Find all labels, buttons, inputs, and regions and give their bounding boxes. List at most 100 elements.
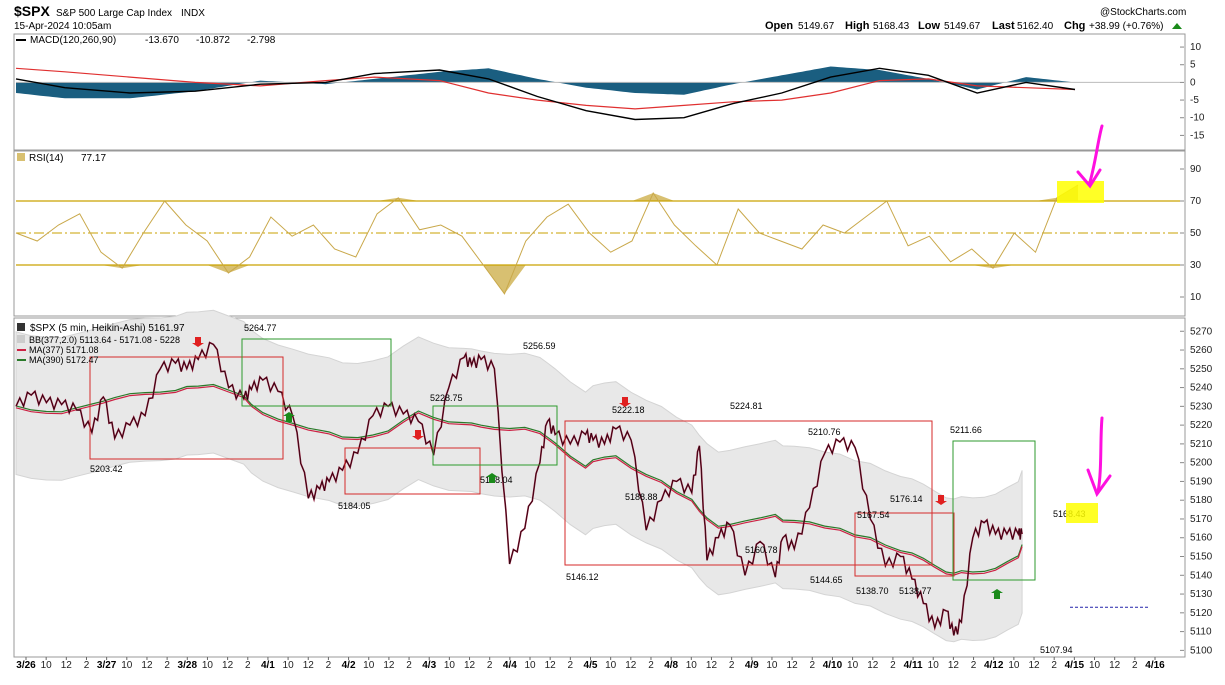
price-annotation-label: 5138.77 [899, 586, 932, 596]
x-tick-label: 10 [928, 660, 940, 671]
open-value: 5149.67 [798, 21, 835, 32]
x-tick-label: 2 [245, 660, 251, 671]
price-ytick-label: 5110 [1190, 627, 1212, 638]
x-tick-label: 2 [648, 660, 654, 671]
macd-chart: 10 5 0 -5 -10 -15 [15, 42, 1205, 141]
watermark: @StockCharts.com [1100, 7, 1186, 18]
x-tick-label: 2 [326, 660, 332, 671]
rsi-highlight-box [1057, 181, 1104, 203]
x-tick-label: 4/4 [503, 660, 517, 671]
price-annotation-label: 5198.04 [480, 475, 513, 485]
rsi-ytick-label: 30 [1190, 260, 1202, 271]
rsi-ytick-label: 90 [1190, 164, 1202, 175]
last-value: 5162.40 [1017, 21, 1054, 32]
price-legend-label: $SPX (5 min, Heikin-Ashi) 5161.97 [30, 323, 185, 334]
price-annotation-label: 5107.94 [1040, 645, 1073, 655]
price-highlight-box [1066, 503, 1098, 523]
price-annotation-label: 5222.18 [612, 405, 645, 415]
x-tick-label: 10 [363, 660, 375, 671]
macd-legend-label: MACD(120,260,90) [30, 35, 116, 46]
up-arrow-icon [1172, 23, 1182, 29]
x-tick-label: 4/2 [342, 660, 356, 671]
macd-ytick-label: -15 [1190, 130, 1205, 141]
price-annotation-label: 5138.70 [856, 586, 889, 596]
price-annotation-label: 5144.65 [810, 575, 843, 585]
x-tick-label: 4/16 [1145, 660, 1165, 671]
price-ytick-label: 5160 [1190, 533, 1213, 544]
x-tick-label: 4/12 [984, 660, 1004, 671]
price-ytick-label: 5130 [1190, 589, 1213, 600]
up-arrow-icon [991, 589, 1003, 599]
x-tick-label: 2 [84, 660, 90, 671]
price-annotation-label: 5146.12 [566, 572, 599, 582]
exchange-label: INDX [181, 8, 205, 19]
x-tick-label: 10 [524, 660, 536, 671]
x-tick-label: 12 [706, 660, 718, 671]
price-annotation-label: 5188.88 [625, 492, 658, 502]
ma390-legend-label: MA(390) 5172.47 [29, 355, 99, 365]
symbol-title: $SPX [14, 3, 50, 19]
x-tick-label: 2 [568, 660, 574, 671]
high-value: 5168.43 [873, 21, 910, 32]
annotation-box-green [432, 405, 558, 466]
x-tick-label: 10 [283, 660, 295, 671]
x-tick-label: 3/27 [97, 660, 117, 671]
x-tick-label: 3/28 [178, 660, 198, 671]
rsi-magenta-arrowhead [1076, 168, 1102, 189]
rsi-ytick-label: 10 [1190, 292, 1202, 303]
price-ytick-label: 5180 [1190, 495, 1213, 506]
bb-legend-label: BB(377,2.0) 5113.64 - 5171.08 - 5228 [29, 335, 180, 345]
rsi-legend-value: 77.17 [81, 153, 106, 164]
price-ytick-label: 5250 [1190, 364, 1213, 375]
down-arrow-icon [619, 397, 631, 407]
x-tick-label: 4/10 [823, 660, 843, 671]
macd-signal-line [15, 67, 1076, 110]
x-tick-label: 10 [847, 660, 859, 671]
annotation-box-red [89, 356, 284, 460]
price-annotation-label: 5224.81 [730, 401, 763, 411]
x-tick-label: 12 [625, 660, 637, 671]
chg-value: +38.99 (+0.76%) [1089, 21, 1164, 32]
x-tick-label: 12 [464, 660, 476, 671]
price-ytick-label: 5100 [1190, 645, 1213, 656]
rsi-chart: 90 70 50 30 10 [15, 124, 1202, 303]
price-ytick-label: 5120 [1190, 608, 1213, 619]
x-tick-label: 2 [406, 660, 412, 671]
x-tick-label: 12 [948, 660, 960, 671]
price-ytick-label: 5170 [1190, 514, 1213, 525]
price-annotation-label: 5176.14 [890, 494, 923, 504]
x-tick-label: 12 [867, 660, 879, 671]
x-tick-label: 12 [141, 660, 153, 671]
symbol-name: S&P 500 Large Cap Index [56, 8, 172, 19]
x-tick-label: 2 [1132, 660, 1138, 671]
x-tick-label: 12 [383, 660, 395, 671]
up-arrow-icon [283, 412, 295, 422]
rsi-ytick-label: 50 [1190, 228, 1202, 239]
x-tick-label: 12 [303, 660, 315, 671]
price-ytick-label: 5140 [1190, 570, 1213, 581]
x-tick-label: 4/15 [1065, 660, 1085, 671]
down-arrow-icon [935, 495, 947, 505]
signal-legend-value: -10.872 [196, 35, 230, 46]
macd-ytick-label: 5 [1190, 60, 1196, 71]
x-axis: 3/26 10 12 2 3/27 10 12 2 3/28 10 12 2 4/1 10 12 2 4/2 10… [16, 657, 1165, 671]
rsi-magenta-arrow [1088, 124, 1104, 184]
annotation-box-red [344, 447, 481, 495]
up-arrow-icon [486, 473, 498, 483]
x-tick-label: 10 [1008, 660, 1020, 671]
price-chart: 5270 5260 5250 5240 5230 5220 5210 5200 5190 5180… [15, 309, 1213, 656]
price-ytick-label: 5190 [1190, 476, 1213, 487]
x-tick-label: 12 [1028, 660, 1040, 671]
annotation-box-green [952, 440, 1036, 581]
x-tick-label: 2 [729, 660, 735, 671]
price-ytick-label: 5210 [1190, 439, 1213, 450]
x-tick-label: 12 [545, 660, 557, 671]
price-ytick-label: 5150 [1190, 552, 1213, 563]
macd-ytick-label: 10 [1190, 42, 1202, 53]
down-arrow-icon [192, 337, 204, 347]
x-tick-label: 4/1 [261, 660, 275, 671]
macd-ytick-label: 0 [1190, 77, 1196, 88]
rsi-legend-swatch [17, 153, 25, 161]
x-tick-label: 10 [1089, 660, 1101, 671]
macd-line [15, 67, 1076, 121]
